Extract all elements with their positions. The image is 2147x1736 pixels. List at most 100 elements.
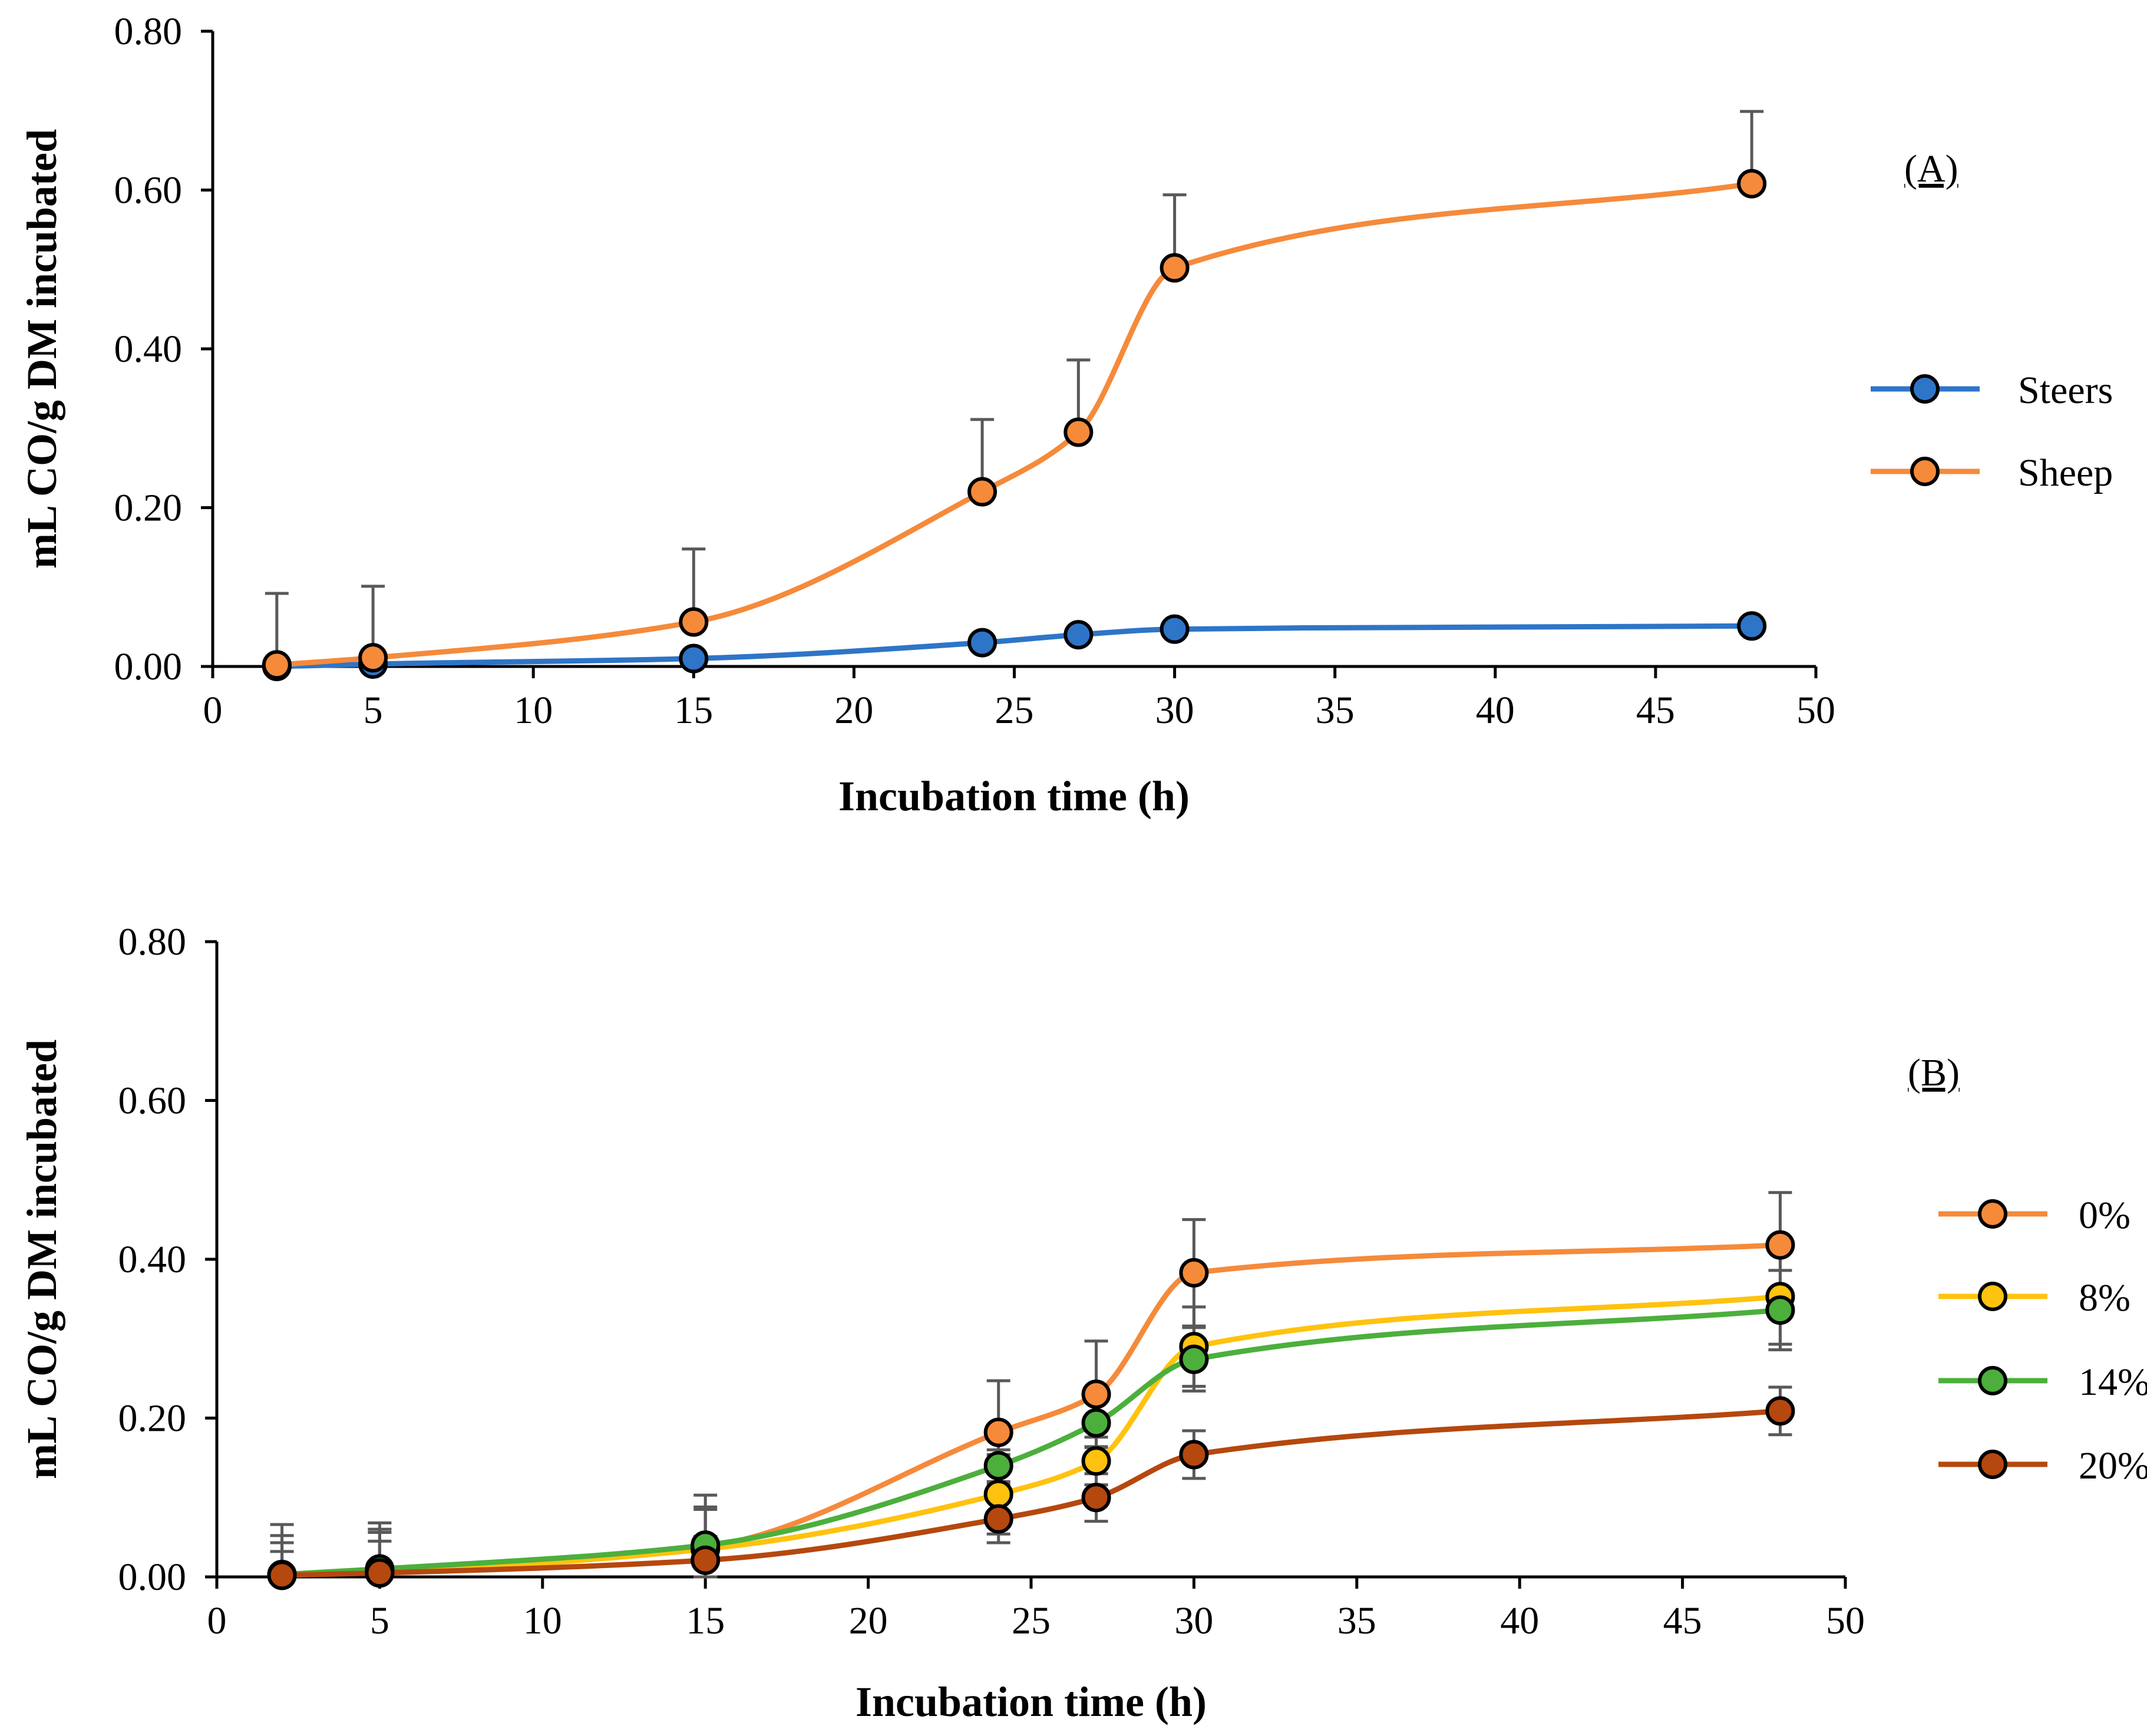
x-tick-label: 0 [203, 689, 223, 732]
x-tick-label: 5 [370, 1599, 389, 1642]
legend-label-sheep: Sheep [2018, 451, 2113, 494]
panel-a: 0.00 0.20 0.40 0.60 0.80 0 5 10 15 20 25 30 35 40 45 5… [18, 10, 2113, 820]
x-tick-label: 45 [1663, 1599, 1702, 1642]
data-point-sheep [262, 650, 292, 680]
panel-a-y-ticks: 0.00 0.20 0.40 0.60 0.80 [114, 10, 213, 688]
data-point-sheep [1160, 253, 1190, 283]
panel-b-axes [215, 942, 1845, 1579]
data-point-14pct [983, 1451, 1013, 1481]
data-point-sheep [679, 607, 709, 637]
legend-marker-20pct [1978, 1450, 2007, 1479]
series-line-sheep [274, 181, 1755, 668]
x-tick-label: 0 [207, 1599, 227, 1642]
panel-a-x-axis-title: Incubation time (h) [838, 773, 1190, 820]
panel-b-y-axis-title: mL CO/g DM incubated [18, 1039, 65, 1479]
x-tick-label: 40 [1476, 689, 1515, 732]
y-tick-label: 0.60 [114, 169, 183, 212]
y-tick-label: 0.20 [114, 487, 183, 530]
y-tick-label: 0.00 [114, 645, 183, 688]
data-point-sheep [1063, 417, 1094, 447]
legend-marker-sheep [1910, 457, 1940, 486]
data-point-steers [1063, 620, 1094, 650]
data-point-0pct [983, 1417, 1013, 1447]
legend-item-20pct: 20% [1938, 1444, 2147, 1487]
x-tick-label: 5 [364, 689, 383, 732]
x-tick-label: 35 [1337, 1599, 1376, 1642]
legend-marker-8pct [1978, 1282, 2007, 1311]
x-tick-label: 15 [686, 1599, 725, 1642]
x-tick-label: 15 [674, 689, 713, 732]
panel-b-series-lines [279, 1242, 1783, 1578]
x-tick-label: 30 [1155, 689, 1194, 732]
y-tick-label: 0.00 [118, 1556, 187, 1599]
panel-a-error-bars [265, 110, 1764, 665]
data-point-steers [1160, 614, 1190, 644]
panel-b-y-ticks: 0.00 0.20 0.40 0.60 0.80 [118, 920, 217, 1599]
panel-b-label: (B) [1908, 1051, 1960, 1094]
x-tick-label: 45 [1636, 689, 1675, 732]
panel-b-x-axis-title: Incubation time (h) [856, 1678, 1207, 1725]
legend-label-steers: Steers [2018, 369, 2113, 412]
data-point-20pct [983, 1504, 1013, 1534]
data-point-20pct [1179, 1440, 1209, 1470]
x-tick-label: 10 [514, 689, 553, 732]
y-tick-label: 0.20 [118, 1397, 187, 1440]
x-tick-label: 50 [1796, 689, 1835, 732]
x-tick-label: 20 [834, 689, 873, 732]
series-line-0pct [279, 1242, 1783, 1577]
panel-a-axes [211, 31, 1816, 668]
y-tick-label: 0.40 [114, 328, 183, 371]
data-point-20pct [365, 1558, 395, 1588]
data-point-0pct [1765, 1230, 1795, 1260]
x-tick-label: 40 [1500, 1599, 1539, 1642]
y-tick-label: 0.60 [118, 1080, 187, 1123]
legend-item-steers: Steers [1871, 369, 2113, 412]
y-tick-label: 0.40 [118, 1238, 187, 1281]
data-point-20pct [1081, 1483, 1111, 1513]
legend-marker-steers [1910, 374, 1940, 404]
data-point-steers [1737, 611, 1767, 641]
y-tick-label: 0.80 [118, 920, 187, 963]
x-tick-label: 10 [523, 1599, 562, 1642]
legend-label-14pct: 14% [2079, 1361, 2147, 1404]
series-line-20pct [279, 1408, 1783, 1578]
data-point-14pct [1179, 1344, 1209, 1374]
panel-a-y-axis-title: mL CO/g DM incubated [18, 129, 65, 569]
x-tick-label: 25 [995, 689, 1034, 732]
data-point-20pct [1765, 1396, 1795, 1426]
data-point-8pct [983, 1479, 1013, 1509]
panel-b-legend: 0% 8% 14% 20% [1938, 1194, 2147, 1487]
data-point-14pct [1081, 1408, 1111, 1438]
data-point-steers [679, 643, 709, 674]
panel-b-x-ticks: 0 5 10 15 20 25 30 35 40 45 50 [207, 1577, 1865, 1642]
y-tick-label: 0.80 [114, 10, 183, 53]
legend-item-sheep: Sheep [1871, 451, 2113, 494]
x-tick-label: 25 [1012, 1599, 1051, 1642]
panel-a-series-lines [274, 181, 1755, 669]
legend-item-14pct: 14% [1938, 1361, 2147, 1404]
panel-a-x-ticks: 0 5 10 15 20 25 30 35 40 45 50 [203, 666, 1835, 732]
data-point-14pct [1765, 1295, 1795, 1325]
x-tick-label: 20 [849, 1599, 888, 1642]
data-point-8pct [1081, 1446, 1111, 1476]
data-point-sheep [967, 477, 997, 507]
data-point-20pct [267, 1560, 297, 1590]
series-line-8pct [279, 1293, 1783, 1578]
panel-b-data-points [267, 1230, 1795, 1590]
x-tick-label: 30 [1174, 1599, 1213, 1642]
panel-a-data-points [262, 169, 1767, 681]
data-point-steers [967, 628, 997, 658]
legend-label-20pct: 20% [2079, 1444, 2147, 1487]
panel-a-label: (A) [1904, 147, 1958, 190]
legend-marker-0pct [1978, 1199, 2007, 1229]
data-point-0pct [1179, 1258, 1209, 1288]
legend-item-0pct: 0% [1938, 1194, 2131, 1237]
legend-label-0pct: 0% [2079, 1194, 2131, 1237]
panel-b: 0.00 0.20 0.40 0.60 0.80 0 5 10 15 20 25 30 35 40 45 5… [18, 920, 2147, 1725]
x-tick-label: 50 [1826, 1599, 1865, 1642]
data-point-20pct [691, 1545, 721, 1575]
legend-marker-14pct [1978, 1366, 2007, 1395]
legend-label-8pct: 8% [2079, 1276, 2131, 1319]
x-tick-label: 35 [1316, 689, 1355, 732]
